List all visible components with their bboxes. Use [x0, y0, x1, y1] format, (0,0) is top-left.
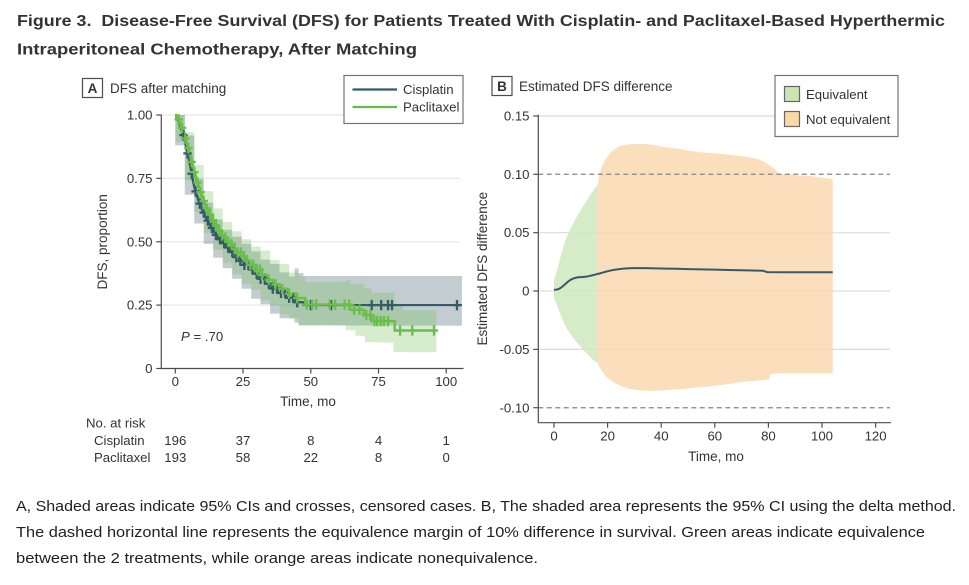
- svg-text:8: 8: [307, 433, 314, 448]
- svg-text:0: 0: [145, 361, 152, 376]
- svg-text:Paclitaxel: Paclitaxel: [403, 100, 460, 115]
- svg-text:75: 75: [371, 374, 386, 389]
- svg-text:0.50: 0.50: [127, 234, 153, 249]
- svg-text:60: 60: [707, 429, 722, 444]
- svg-text:50: 50: [303, 374, 318, 389]
- svg-text:22: 22: [303, 450, 318, 465]
- svg-text:Paclitaxel: Paclitaxel: [94, 450, 151, 465]
- svg-text:Intraperitoneal Chemotherapy,: Intraperitoneal Chemotherapy, After Matc…: [17, 42, 417, 59]
- svg-text:A: A: [88, 81, 98, 96]
- svg-text:No. at risk: No. at risk: [86, 416, 146, 431]
- svg-text:Equivalent: Equivalent: [806, 87, 868, 102]
- svg-text:37: 37: [236, 433, 251, 448]
- svg-text:0: 0: [550, 429, 557, 444]
- svg-text:P = .70: P = .70: [181, 329, 223, 344]
- svg-text:Figure 3. Disease-Free Surviv: Figure 3. Disease-Free Survival (DFS) fo…: [17, 13, 945, 30]
- svg-text:1.00: 1.00: [127, 108, 153, 123]
- svg-text:80: 80: [761, 429, 776, 444]
- svg-text:Cisplatin: Cisplatin: [403, 82, 454, 97]
- svg-text:196: 196: [164, 433, 186, 448]
- svg-text:Estimated DFS difference: Estimated DFS difference: [519, 79, 673, 94]
- svg-text:0.75: 0.75: [127, 171, 153, 186]
- svg-text:0.25: 0.25: [127, 298, 153, 313]
- svg-text:1: 1: [443, 433, 450, 448]
- svg-text:8: 8: [375, 450, 382, 465]
- svg-text:B: B: [497, 79, 507, 94]
- svg-text:0: 0: [443, 450, 450, 465]
- svg-text:-0.05: -0.05: [499, 342, 529, 357]
- svg-text:0.05: 0.05: [504, 225, 530, 240]
- svg-text:A, Shaded areas indicate 95% C: A, Shaded areas indicate 95% CIs and cro…: [16, 499, 956, 515]
- svg-text:between the 2 treatments, whil: between the 2 treatments, while orange a…: [16, 551, 538, 567]
- svg-text:DFS, proportion: DFS, proportion: [95, 194, 110, 289]
- svg-text:0: 0: [172, 374, 179, 389]
- svg-text:0.10: 0.10: [504, 167, 530, 182]
- svg-text:Time, mo: Time, mo: [280, 394, 336, 409]
- svg-text:Estimated DFS difference: Estimated DFS difference: [475, 192, 490, 346]
- svg-text:-0.10: -0.10: [499, 400, 529, 415]
- svg-text:193: 193: [164, 450, 186, 465]
- svg-text:25: 25: [236, 374, 251, 389]
- svg-text:Cisplatin: Cisplatin: [94, 433, 145, 448]
- svg-text:DFS after matching: DFS after matching: [110, 81, 226, 96]
- svg-text:4: 4: [375, 433, 382, 448]
- svg-text:58: 58: [236, 450, 251, 465]
- svg-text:Time, mo: Time, mo: [688, 449, 744, 464]
- svg-text:The dashed horizontal line rep: The dashed horizontal line represents th…: [16, 525, 925, 541]
- svg-text:40: 40: [654, 429, 669, 444]
- svg-text:100: 100: [435, 374, 457, 389]
- svg-text:0.15: 0.15: [504, 109, 530, 124]
- svg-text:120: 120: [865, 429, 887, 444]
- svg-text:0: 0: [522, 284, 529, 299]
- svg-text:Not equivalent: Not equivalent: [806, 112, 891, 127]
- svg-text:20: 20: [600, 429, 615, 444]
- svg-text:100: 100: [811, 429, 833, 444]
